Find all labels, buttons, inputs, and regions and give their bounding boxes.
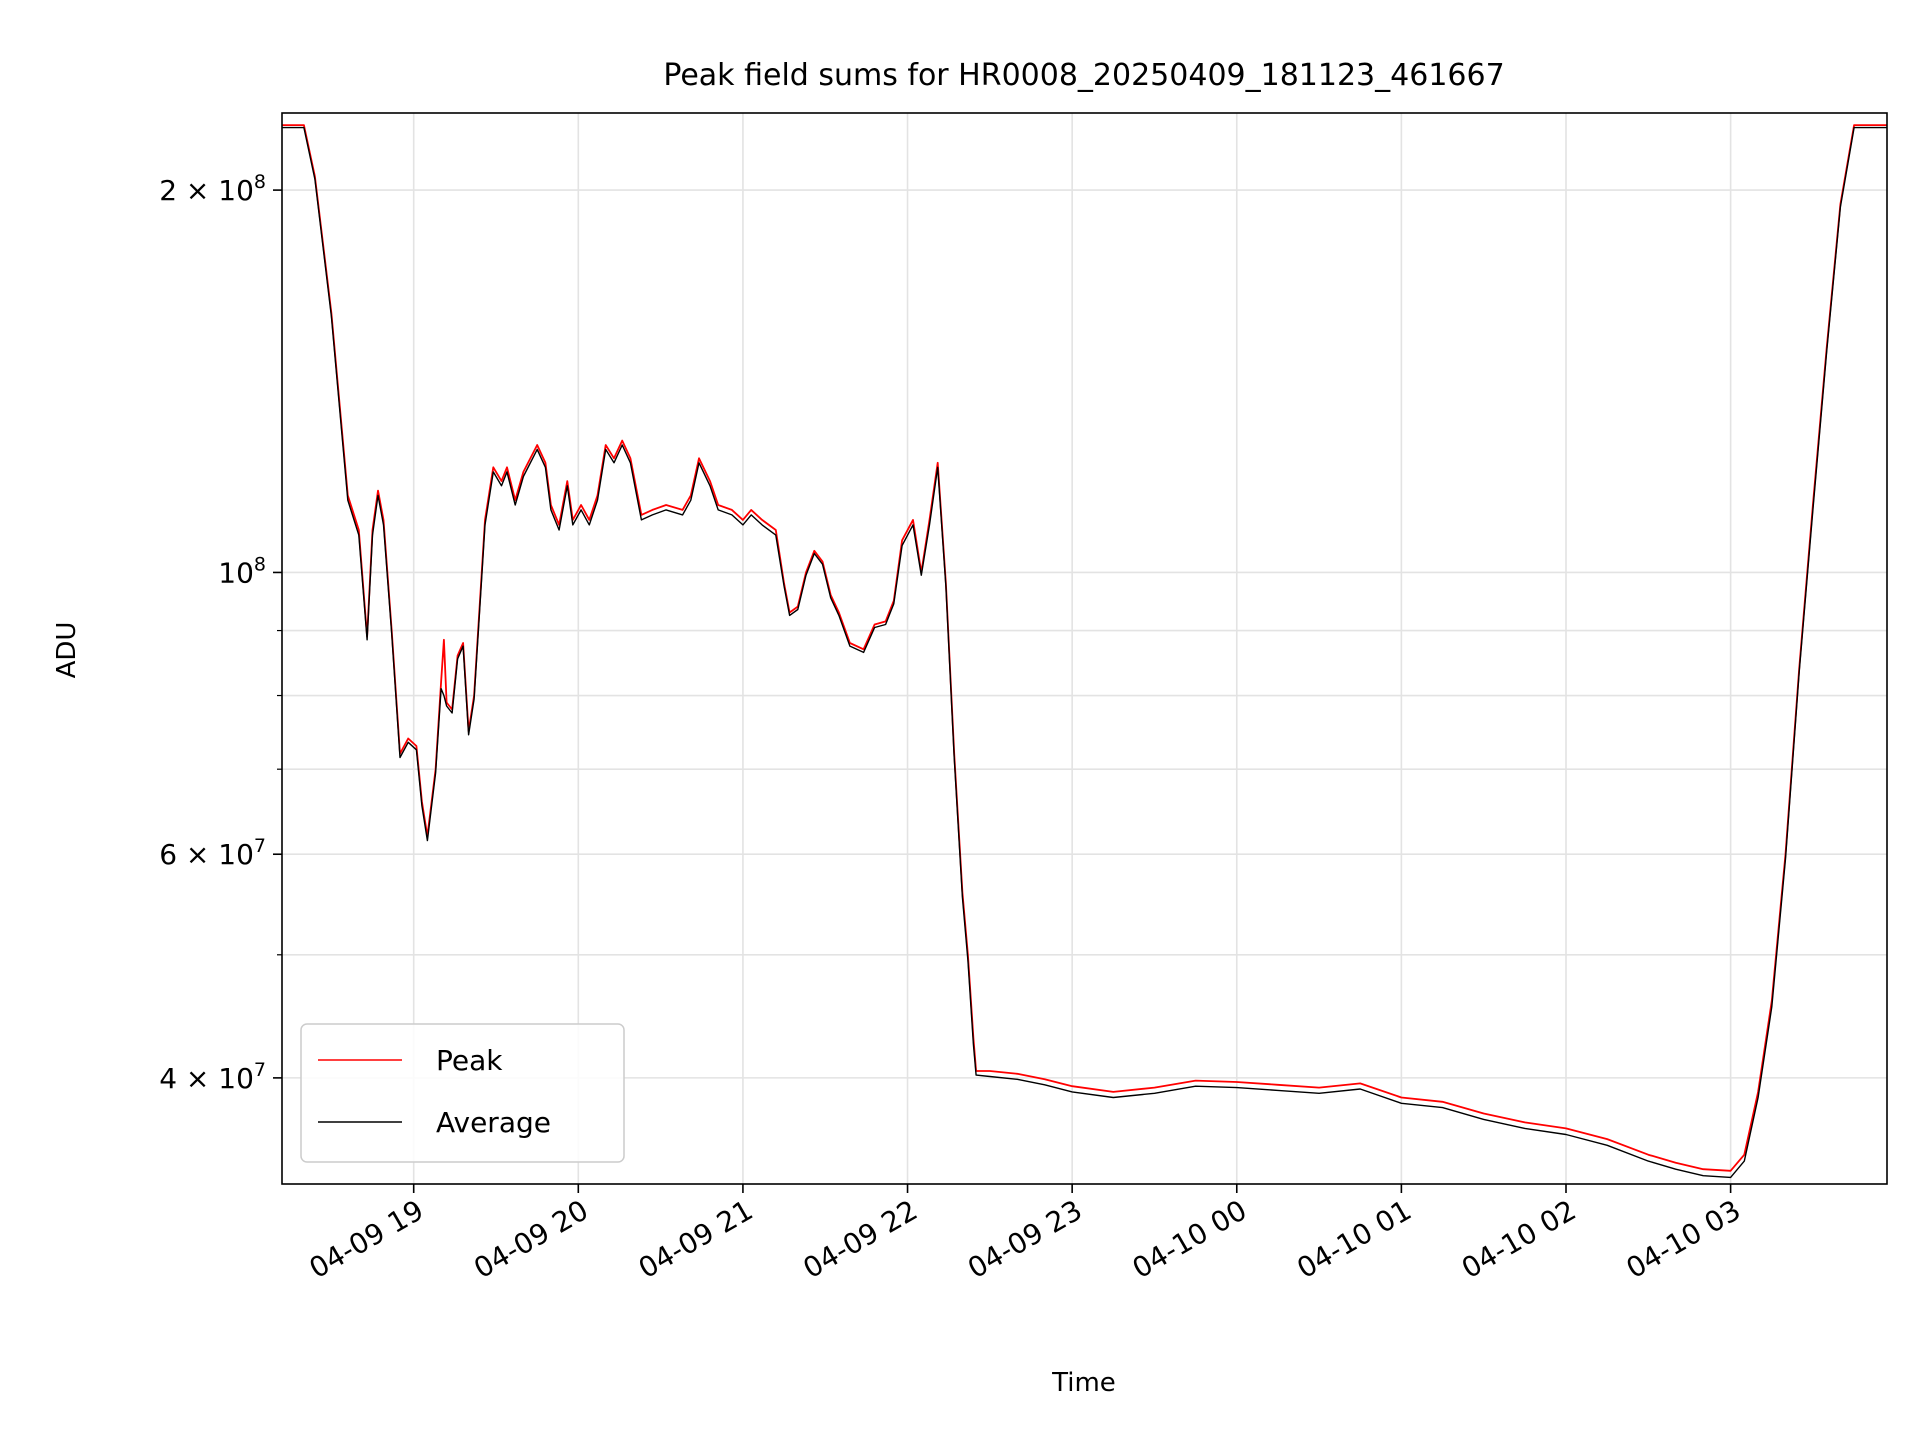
y-axis: 4 × 107 6 × 107 108 2 × 108 [159,171,282,1095]
legend-label-peak: Peak [436,1044,503,1077]
series-line-average [282,126,1887,1179]
y-tick-label: 6 × 107 [159,835,266,871]
legend-label-average: Average [436,1106,551,1139]
chart-title: Peak field sums for HR0008_20250409_1811… [663,58,1504,93]
legend: Peak Average [300,1023,625,1163]
legend-box [300,1023,625,1163]
plot-lines [282,124,1887,1179]
y-tick-label: 108 [218,553,266,589]
y-tick-label: 4 × 107 [159,1059,266,1095]
x-axis-label: Time [1051,1368,1116,1398]
plot-frame [281,112,1888,1185]
y-tick-label: 2 × 108 [159,171,266,207]
series-line-peak [282,124,1887,1172]
grid [282,113,1887,1184]
y-axis-label: ADU [52,622,82,679]
